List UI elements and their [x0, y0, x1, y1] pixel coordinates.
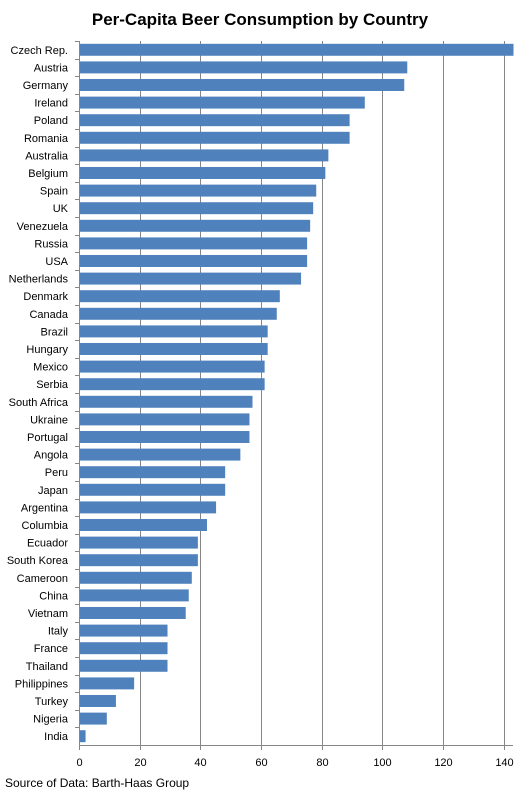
bar: [79, 167, 326, 179]
category-label: Portugal: [27, 432, 68, 444]
category-label: Japan: [38, 485, 68, 497]
bar: [79, 378, 265, 391]
category-label: USA: [45, 256, 68, 268]
category-labels: Czech Rep. Austria Germany Ireland Poland Rom…: [7, 45, 69, 743]
category-label: Venezuela: [17, 221, 69, 233]
bar: [79, 43, 514, 56]
category-label: Netherlands: [9, 274, 69, 286]
category-label: South Korea: [7, 555, 69, 567]
bar: [79, 571, 192, 584]
gridlines: [140, 41, 505, 745]
category-label: Serbia: [36, 379, 69, 391]
category-label: Angola: [34, 450, 69, 462]
category-label: Vietnam: [28, 608, 68, 620]
bar: [79, 519, 207, 531]
category-label: Cameroon: [17, 573, 68, 585]
category-label: Spain: [40, 186, 68, 198]
bar: [79, 202, 314, 215]
bar: [79, 290, 280, 303]
category-label: Australia: [25, 150, 69, 162]
x-tick-label: 120: [434, 757, 452, 769]
bar: [79, 448, 241, 461]
bar: [79, 96, 365, 109]
bar: [79, 642, 168, 655]
tick-labels: 0 20 40 60 80 100 120 140: [76, 757, 513, 769]
bar: [79, 395, 253, 408]
bar: [79, 659, 168, 672]
bar: [79, 184, 317, 197]
bar: [79, 79, 405, 91]
bar: [79, 695, 116, 707]
bar: [79, 307, 277, 320]
bar: [79, 255, 308, 267]
chart-title: Per-Capita Beer Consumption by Country: [91, 10, 429, 29]
category-label: Nigeria: [33, 714, 69, 726]
category-label: Peru: [45, 467, 68, 479]
x-tick-label: 100: [373, 757, 391, 769]
category-label: Denmark: [23, 291, 68, 303]
category-label: Austria: [34, 62, 69, 74]
bar: [79, 624, 168, 637]
x-tick-label: 80: [316, 757, 328, 769]
axes: [75, 41, 513, 750]
bar: [79, 413, 250, 426]
category-label: Czech Rep.: [11, 45, 68, 57]
category-label: Germany: [23, 80, 69, 92]
category-label: Hungary: [26, 344, 68, 356]
bar: [79, 343, 268, 355]
category-label: Ireland: [34, 98, 68, 110]
bar: [79, 149, 329, 162]
category-label: France: [34, 643, 68, 655]
bar: [79, 325, 268, 338]
bar: [79, 61, 408, 74]
bars: [79, 43, 514, 743]
bar: [79, 501, 217, 514]
category-label: Columbia: [22, 520, 69, 532]
category-label: Ecuador: [27, 538, 68, 550]
bar: [79, 607, 186, 619]
x-tick-label: 60: [255, 757, 267, 769]
category-label: Brazil: [40, 326, 68, 338]
x-tick-label: 0: [76, 757, 82, 769]
category-label: Italy: [48, 626, 69, 638]
bar: [79, 466, 226, 479]
bar: [79, 237, 308, 250]
category-label: Poland: [34, 115, 68, 127]
category-label: Ukraine: [30, 414, 68, 426]
bar: [79, 730, 86, 743]
bar: [79, 536, 198, 549]
x-tick-label: 140: [495, 757, 513, 769]
bar: [79, 219, 311, 232]
bar: [79, 677, 135, 690]
bar: [79, 131, 350, 144]
bar: [79, 589, 189, 602]
category-label: Thailand: [26, 661, 68, 673]
bar: [79, 554, 198, 567]
bar: [79, 360, 265, 373]
category-label: UK: [53, 203, 69, 215]
category-label: Romania: [24, 133, 69, 145]
bar: [79, 431, 250, 443]
category-label: Belgium: [28, 168, 68, 180]
bar: [79, 114, 350, 127]
category-label: Argentina: [21, 502, 69, 514]
category-label: Russia: [34, 238, 69, 250]
category-label: Turkey: [35, 696, 69, 708]
source-note: Source of Data: Barth-Haas Group: [5, 776, 190, 790]
x-tick-label: 20: [134, 757, 146, 769]
bar: [79, 483, 226, 496]
bar: [79, 712, 107, 725]
category-label: Canada: [29, 309, 68, 321]
bar: [79, 272, 302, 285]
category-label: Mexico: [33, 362, 68, 374]
category-label: China: [39, 590, 69, 602]
category-label: South Africa: [9, 397, 69, 409]
x-tick-label: 40: [194, 757, 206, 769]
category-label: India: [44, 731, 69, 743]
category-label: Philippines: [15, 678, 69, 690]
